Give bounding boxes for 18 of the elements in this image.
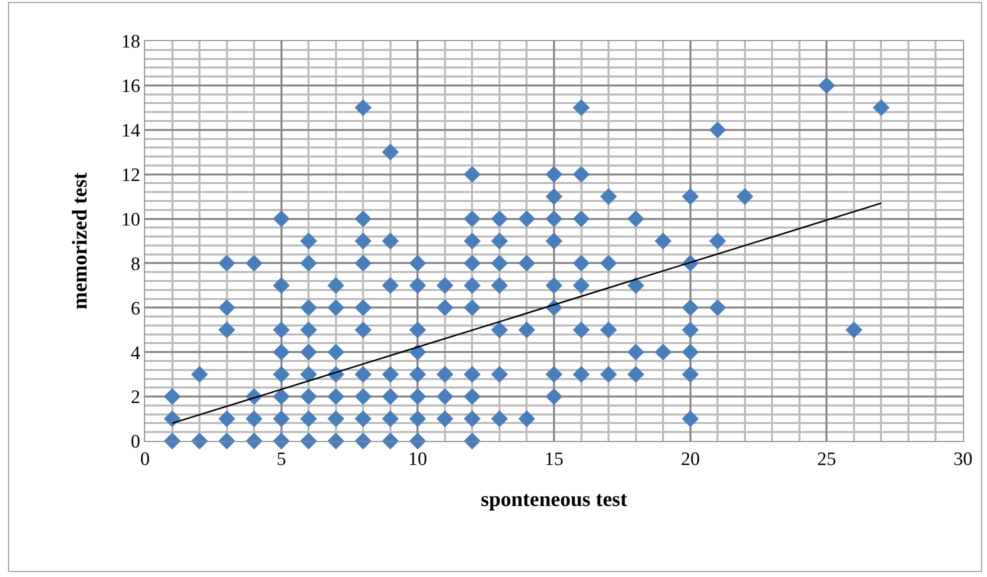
x-axis-title: sponteneous test: [480, 487, 628, 511]
y-tick-label: 16: [121, 76, 140, 98]
x-tick-label: 5: [276, 448, 286, 470]
x-tick-label: 20: [680, 448, 700, 470]
x-tick-label: 10: [408, 448, 428, 470]
y-axis-title: memorized test: [67, 172, 92, 310]
y-tick-label: 18: [121, 32, 140, 53]
x-tick-label: 25: [817, 448, 836, 470]
y-tick-label: 8: [130, 254, 140, 275]
y-tick-label: 6: [130, 298, 140, 320]
x-tick-label: 30: [954, 448, 972, 470]
y-tick-label: 12: [121, 164, 140, 186]
y-tick-label: 0: [130, 432, 140, 453]
y-tick-label: 4: [130, 342, 141, 364]
y-tick-label: 14: [121, 120, 141, 142]
y-tick-label: 10: [121, 209, 140, 230]
y-tick-label: 2: [130, 387, 140, 408]
x-tick-label: 15: [544, 448, 564, 470]
